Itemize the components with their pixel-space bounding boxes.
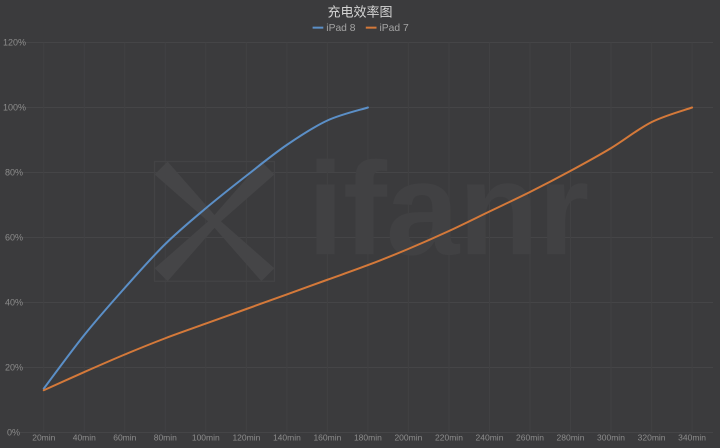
svg-text:260min: 260min	[516, 433, 544, 443]
svg-text:100%: 100%	[3, 103, 26, 113]
svg-text:60min: 60min	[113, 433, 136, 443]
svg-text:20min: 20min	[32, 433, 55, 443]
svg-text:220min: 220min	[435, 433, 463, 443]
svg-text:240min: 240min	[476, 433, 504, 443]
svg-text:充电效率图: 充电效率图	[327, 5, 392, 20]
svg-text:100min: 100min	[192, 433, 220, 443]
svg-text:300min: 300min	[597, 433, 625, 443]
svg-text:ifanr: ifanr	[307, 135, 588, 282]
svg-text:340min: 340min	[678, 433, 706, 443]
svg-text:320min: 320min	[638, 433, 666, 443]
svg-text:iPad 7: iPad 7	[380, 23, 409, 34]
svg-text:200min: 200min	[394, 433, 422, 443]
svg-text:80min: 80min	[154, 433, 177, 443]
svg-text:iPad 8: iPad 8	[326, 23, 355, 34]
svg-text:280min: 280min	[557, 433, 585, 443]
svg-text:120%: 120%	[3, 38, 26, 48]
svg-text:180min: 180min	[354, 433, 382, 443]
svg-text:80%: 80%	[5, 168, 23, 178]
svg-text:60%: 60%	[5, 233, 23, 243]
svg-text:160min: 160min	[313, 433, 341, 443]
svg-text:140min: 140min	[273, 433, 301, 443]
svg-text:20%: 20%	[5, 363, 23, 373]
svg-text:0%: 0%	[7, 428, 20, 438]
svg-text:40min: 40min	[73, 433, 96, 443]
svg-text:40%: 40%	[5, 298, 23, 308]
svg-text:120min: 120min	[232, 433, 260, 443]
